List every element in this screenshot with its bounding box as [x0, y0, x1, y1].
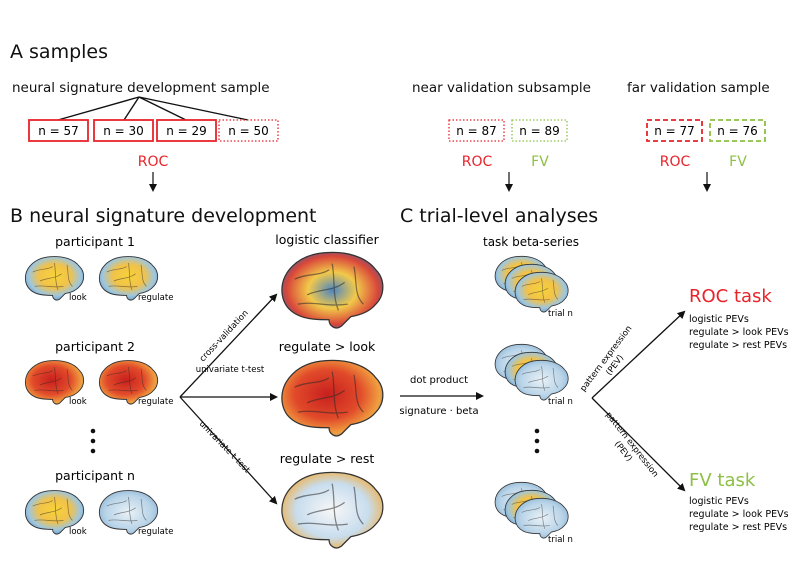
near-sample-label: near validation subsample	[412, 80, 591, 96]
logistic-classifier-label: logistic classifier	[275, 232, 379, 247]
dev-sample-box-2-label: n = 30	[103, 124, 144, 138]
section-a-title: A samples	[10, 41, 108, 63]
participants-ellipsis	[90, 428, 96, 454]
near-task-roc: ROC	[462, 154, 493, 170]
fv-task-item-3: regulate > rest PEVs	[689, 522, 787, 533]
near-sample-box-2-label: n = 89	[519, 124, 560, 138]
dev-sample-label: neural signature development sample	[12, 80, 270, 96]
far-sample-label: far validation sample	[627, 80, 770, 96]
dev-sample-box-1: n = 57	[28, 119, 89, 142]
far-sample-box-2: n = 76	[709, 119, 766, 142]
participant-2-look-label: look	[69, 397, 87, 407]
fv-task-item-2: regulate > look PEVs	[689, 509, 789, 520]
pev-label-upper-line1: pattern expression	[578, 324, 634, 394]
regulate-rest-brain	[281, 471, 384, 549]
far-task-fv: FV	[729, 154, 747, 170]
univariate-ttest-label-1: univariate t-test	[196, 365, 265, 375]
signature-fan-arrows	[179, 293, 278, 505]
dev-sample-box-4-label: n = 50	[228, 124, 269, 138]
pev-label-upper: pattern expression (PEV)	[578, 324, 634, 394]
participant-n-look-label: look	[69, 527, 87, 537]
trial-n-label-2: trial n	[548, 397, 573, 407]
dev-sample-box-3-label: n = 29	[166, 124, 207, 138]
regulate-look-brain	[281, 359, 384, 437]
far-sample-box-2-label: n = 76	[717, 124, 758, 138]
univariate-ttest-label-2: univariate t-test	[197, 419, 252, 476]
beta-series-stack-1	[494, 255, 569, 313]
cross-validation-label: cross-validation	[198, 308, 251, 364]
fv-task-item-1: logistic PEVs	[689, 496, 749, 507]
roc-task-item-3: regulate > rest PEVs	[689, 340, 787, 351]
roc-task-item-1: logistic PEVs	[689, 314, 749, 325]
near-sample-box-1-label: n = 87	[456, 124, 497, 138]
far-sample-box-1-label: n = 77	[654, 124, 695, 138]
roc-task-item-2: regulate > look PEVs	[689, 327, 789, 338]
pev-fan-arrows	[591, 310, 686, 492]
participant-1-label: participant 1	[55, 234, 135, 249]
trial-n-label-1: trial n	[548, 309, 573, 319]
roc-task-title: ROC task	[689, 286, 772, 307]
participant-n-regulate-label: regulate	[138, 527, 173, 537]
task-beta-series-label: task beta-series	[483, 235, 579, 249]
beta-series-ellipsis	[534, 428, 540, 454]
fv-task-title: FV task	[689, 470, 756, 491]
participant-n-label: participant n	[55, 468, 135, 483]
far-task-roc: ROC	[660, 154, 691, 170]
far-sample-box-1: n = 77	[646, 119, 703, 142]
dev-sample-box-4: n = 50	[218, 119, 279, 142]
dev-task-label: ROC	[138, 154, 169, 170]
near-sample-box-2: n = 89	[511, 119, 568, 142]
section-b-title: B neural signature development	[10, 205, 317, 227]
dot-product-label: dot product	[410, 375, 468, 386]
regulate-rest-label: regulate > rest	[280, 451, 375, 466]
logistic-classifier-brain	[281, 251, 384, 329]
participant-1-look-label: look	[69, 293, 87, 303]
near-task-fv: FV	[531, 154, 549, 170]
regulate-look-label: regulate > look	[279, 339, 376, 354]
dot-product-formula: signature · beta	[399, 406, 478, 417]
near-sample-box-1: n = 87	[448, 119, 505, 142]
dev-sample-box-2: n = 30	[93, 119, 154, 142]
participant-2-label: participant 2	[55, 339, 135, 354]
section-c-title: C trial-level analyses	[400, 205, 598, 227]
dev-sample-tree	[57, 96, 249, 121]
trial-n-label-3: trial n	[548, 535, 573, 545]
pev-label-lower: pattern expression (PEV)	[603, 410, 660, 479]
beta-series-stack-2	[494, 343, 569, 401]
participant-1-regulate-label: regulate	[138, 293, 173, 303]
beta-series-stack-3	[494, 481, 569, 539]
participant-2-regulate-label: regulate	[138, 397, 173, 407]
dev-sample-box-3: n = 29	[156, 119, 217, 142]
dev-sample-box-1-label: n = 57	[38, 124, 79, 138]
